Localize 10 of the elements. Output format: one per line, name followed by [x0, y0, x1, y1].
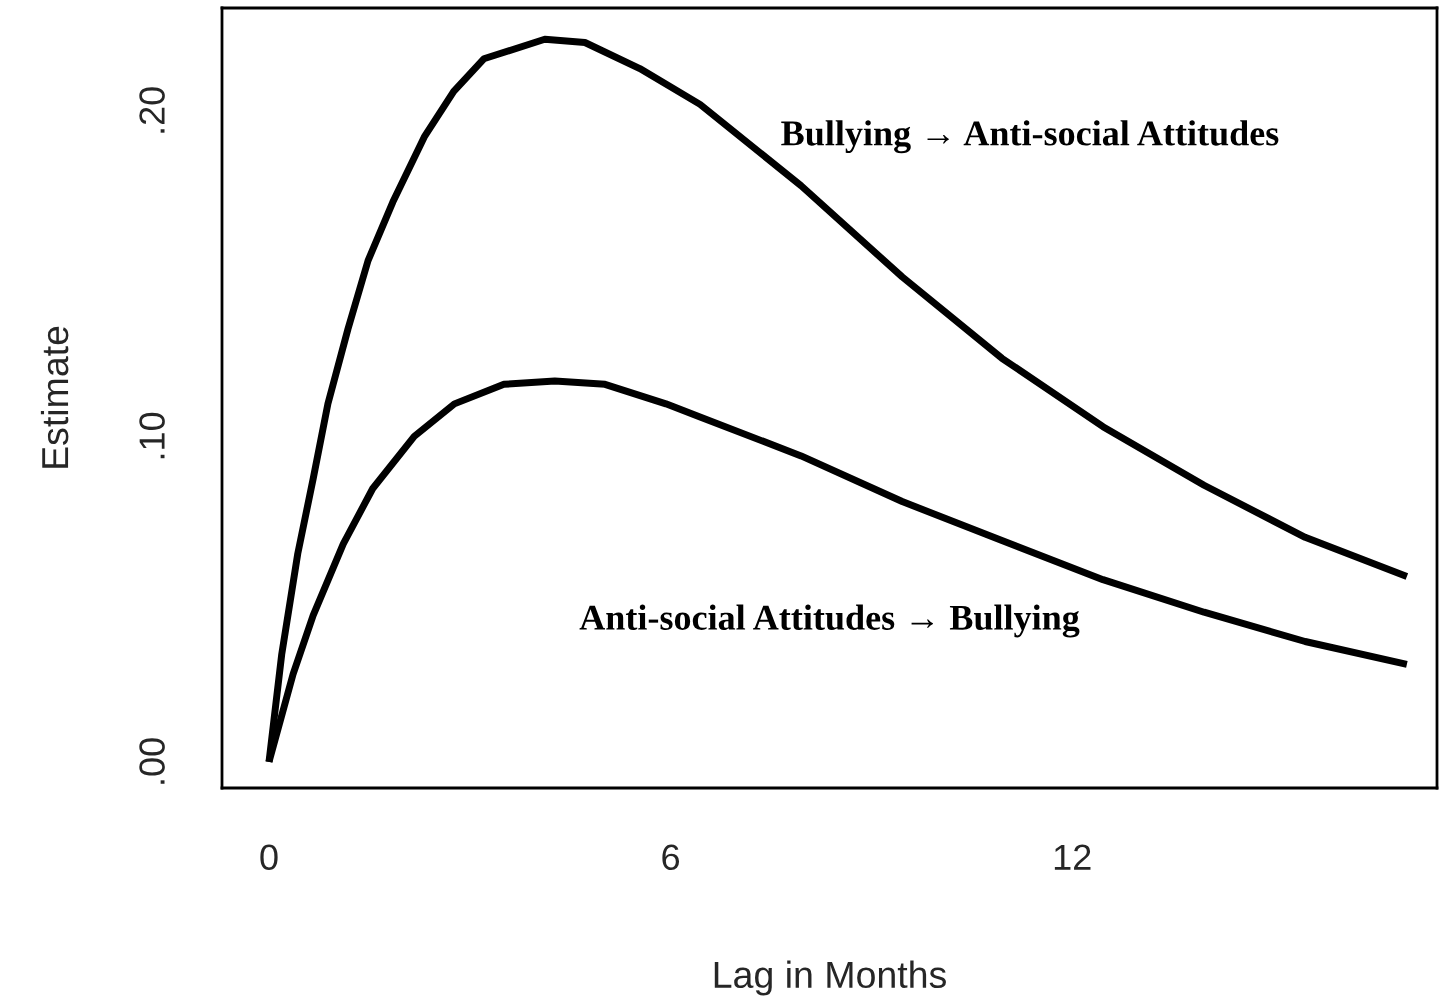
- y-tick-label: .10: [139, 412, 165, 459]
- y-tick-label: .20: [139, 87, 165, 133]
- x-axis-title: Lag in Months: [714, 960, 946, 996]
- series-label: Bullying → Anti-social Attitudes: [781, 120, 1279, 154]
- x-tick-label: 12: [1054, 844, 1091, 870]
- x-tick-label: 6: [662, 844, 680, 871]
- series-label: Anti-social Attitudes → Bullying: [579, 604, 1080, 638]
- y-tick-label: .00: [139, 738, 165, 784]
- x-tick-label: 0: [260, 844, 278, 871]
- y-axis-title: Estimate: [40, 326, 69, 468]
